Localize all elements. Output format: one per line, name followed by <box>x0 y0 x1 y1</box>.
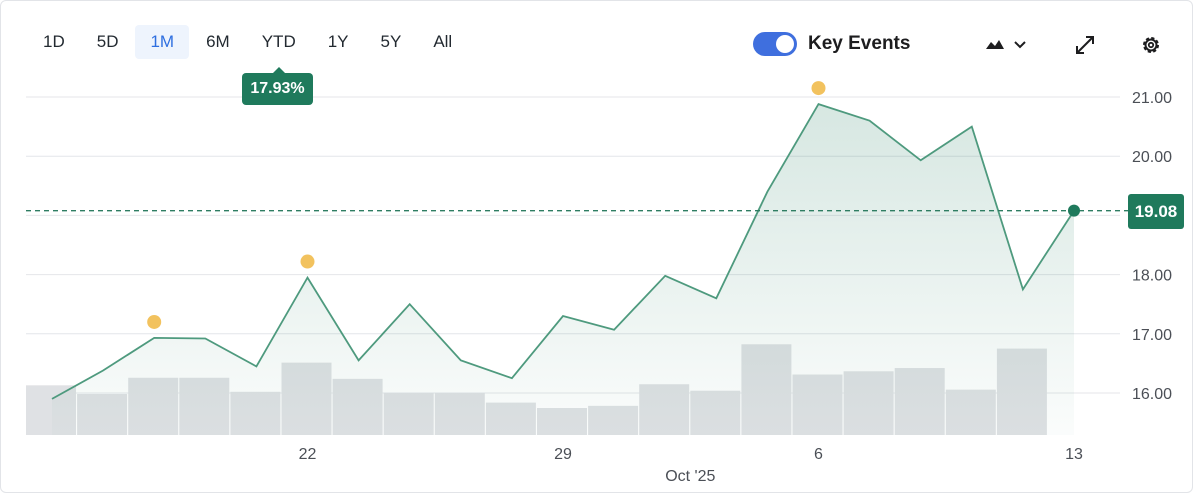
range-6m[interactable]: 6M <box>206 32 230 51</box>
x-axis-month-label: Oct '25 <box>665 468 715 485</box>
price-line <box>51 103 1075 400</box>
change-percent-badge: 17.93% <box>242 67 313 105</box>
expand-button[interactable] <box>1073 33 1097 57</box>
key-events-label: Key Events <box>808 33 911 54</box>
y-tick-label: 17.00 <box>1132 327 1172 344</box>
x-tick-label: 6 <box>814 446 823 463</box>
y-tick-label: 16.00 <box>1132 386 1172 403</box>
last-price-point <box>1068 204 1080 217</box>
x-tick-label: 13 <box>1065 446 1083 463</box>
key-event-marker[interactable] <box>300 254 315 269</box>
range-1y[interactable]: 1Y <box>327 32 349 51</box>
range-1d[interactable]: 1D <box>43 32 65 51</box>
chart-type-icon <box>986 40 1004 49</box>
range-5y[interactable]: 5Y <box>380 32 402 51</box>
y-tick-label: 21.00 <box>1132 90 1172 107</box>
range-1m[interactable]: 1M <box>135 25 190 59</box>
range-5d[interactable]: 5D <box>96 32 119 51</box>
range-selector: 1D 5D 1M 6M YTD 1Y 5Y All <box>28 25 469 59</box>
toggle-knob <box>776 35 794 53</box>
price-area <box>52 104 1074 435</box>
key-event-marker[interactable] <box>811 81 826 96</box>
key-event-marker[interactable] <box>147 314 162 329</box>
x-tick-label: 29 <box>554 446 572 463</box>
key-events-toggle[interactable] <box>753 32 797 56</box>
chart-type-button[interactable] <box>983 33 1029 57</box>
x-tick-label: 22 <box>299 446 317 463</box>
current-price-badge: 19.08 <box>1128 194 1184 229</box>
y-tick-label: 18.00 <box>1132 268 1172 285</box>
y-tick-label: 20.00 <box>1132 149 1172 166</box>
range-ytd[interactable]: YTD <box>261 32 296 51</box>
range-all[interactable]: All <box>433 32 453 51</box>
expand-icon <box>1076 36 1094 54</box>
gear-icon <box>1143 37 1159 53</box>
settings-button[interactable] <box>1139 33 1163 57</box>
chevron-down-icon <box>1014 41 1026 49</box>
